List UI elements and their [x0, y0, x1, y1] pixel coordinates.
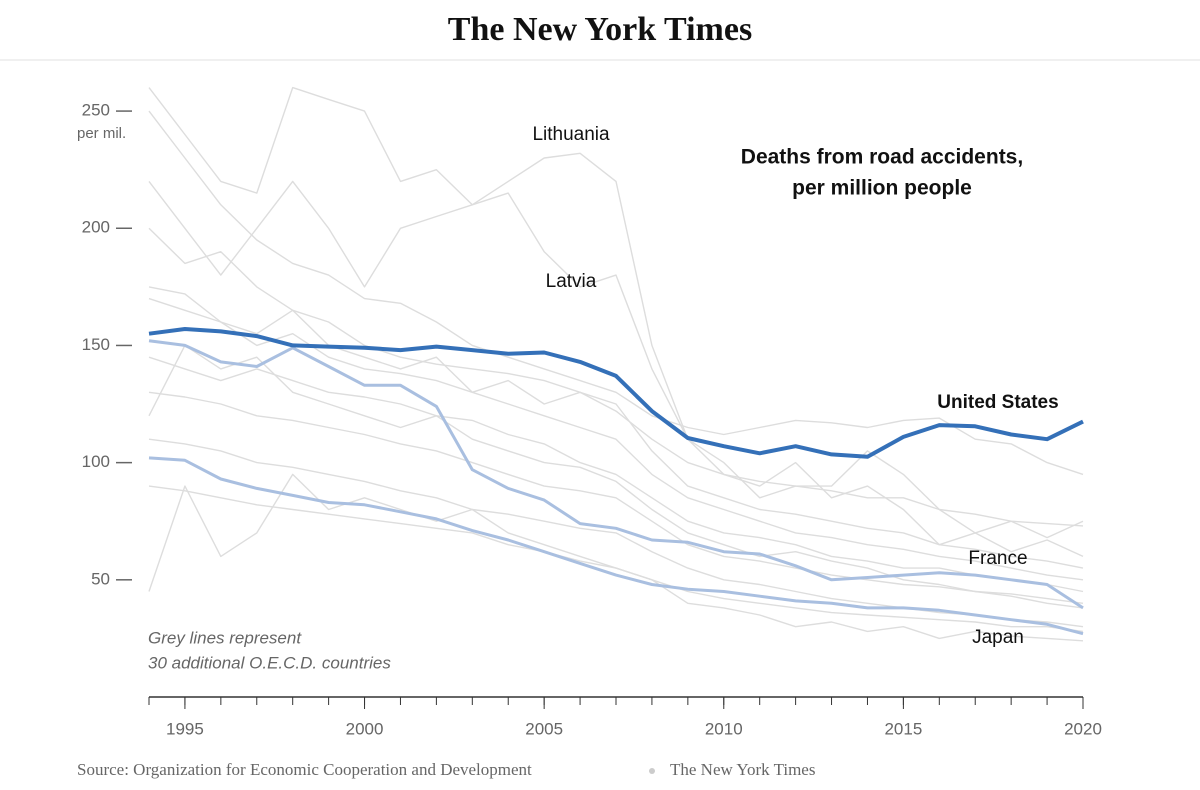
y-tick-label: 100: [82, 452, 110, 471]
series-line: [148, 456, 1084, 636]
grey-line: [148, 110, 1084, 476]
x-tick-label: 2020: [1064, 719, 1102, 738]
y-tick-label: 250: [82, 101, 110, 120]
grey-line: [148, 286, 1084, 527]
x-tick-label: 2005: [525, 719, 563, 738]
series-line: [148, 339, 1084, 610]
plot: 50 100 150 200 250 1995 2000 2005 2010 2015 2020 Li…: [82, 86, 1102, 738]
grey-line: [148, 86, 1084, 539]
series-label: United States: [937, 392, 1058, 413]
masthead: The New York Times: [448, 11, 752, 48]
y-unit: per mil.: [77, 125, 126, 142]
x-tick-label: 2015: [884, 719, 922, 738]
separator: [649, 768, 655, 774]
credit: The New York Times: [670, 760, 815, 779]
x-tick-label: 2000: [346, 719, 384, 738]
grey-line: [148, 227, 1084, 569]
grey-line: [148, 438, 1084, 628]
series-label: Latvia: [546, 271, 597, 292]
y-tick-label: 150: [82, 335, 110, 354]
grey-line: [148, 297, 1084, 581]
series-label: Japan: [972, 627, 1024, 648]
series-label: Lithuania: [532, 124, 610, 145]
x-tick-label: 2010: [705, 719, 743, 738]
grey-line: [148, 344, 1084, 609]
y-tick-label: 200: [82, 218, 110, 237]
grey-line: [148, 473, 1084, 642]
annotation: 30 additional O.E.C.D. countries: [148, 653, 391, 672]
grey-line: [148, 152, 1084, 558]
source: Source: Organization for Economic Cooper…: [77, 760, 532, 779]
series-label: France: [968, 548, 1027, 569]
series-line: [148, 327, 1084, 459]
chart-title: per million people: [792, 177, 972, 200]
annotation: Grey lines represent: [148, 628, 302, 647]
grey-line: [148, 356, 1084, 593]
y-tick-label: 50: [91, 569, 110, 588]
grey-line: [148, 391, 1084, 604]
x-tick-label: 1995: [166, 719, 204, 738]
chart-title: Deaths from road accidents,: [741, 146, 1023, 169]
